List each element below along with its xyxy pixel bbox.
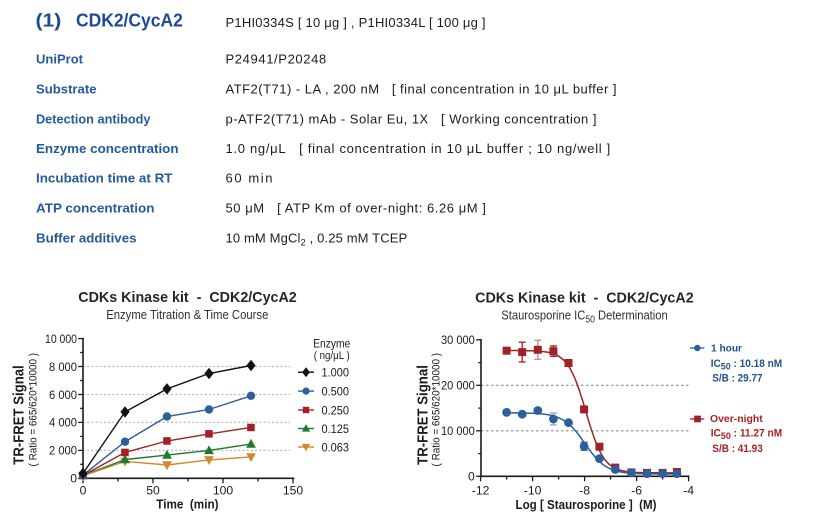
- svg-text:Enzyme: Enzyme: [313, 337, 350, 351]
- svg-text:( ng/μL ): ( ng/μL ): [314, 350, 350, 362]
- svg-text:-4: -4: [683, 484, 694, 498]
- svg-text:p-ATF2(T71) mAb - Solar Eu, 1X: p-ATF2(T71) mAb - Solar Eu, 1X [ Working…: [226, 112, 597, 127]
- svg-text:-8: -8: [579, 484, 590, 498]
- svg-text:Over-night: Over-night: [710, 414, 763, 425]
- svg-text:0.250: 0.250: [322, 403, 350, 417]
- svg-text:TR-FRET Signal: TR-FRET Signal: [10, 365, 27, 464]
- svg-text:ATP concentration: ATP concentration: [36, 201, 155, 216]
- svg-text:0.125: 0.125: [322, 422, 350, 436]
- svg-text:6 000: 6 000: [49, 388, 77, 402]
- svg-text:Substrate: Substrate: [36, 82, 97, 97]
- svg-text:Staurosporine IC50 Determinati: Staurosporine IC50 Determination: [501, 308, 668, 326]
- svg-text:10 000: 10 000: [441, 424, 475, 438]
- svg-text:ATF2(T71) - LA , 200 nM [ fi: ATF2(T71) - LA , 200 nM [ final concentr…: [226, 82, 617, 97]
- svg-text:IC50 : 10.18 nM: IC50 : 10.18 nM: [711, 358, 783, 373]
- svg-text:Incubation time at RT: Incubation time at RT: [36, 171, 173, 186]
- svg-text:P1HI0334S [ 10 μg ] , P1HI0334: P1HI0334S [ 10 μg ] , P1HI0334L [ 100 μg…: [226, 15, 486, 30]
- svg-text:60 min: 60 min: [226, 171, 273, 186]
- svg-text:10 000: 10 000: [45, 332, 77, 346]
- svg-text:100: 100: [213, 484, 234, 498]
- svg-text:1.0 ng/μL [ final concentrat: 1.0 ng/μL [ final concentration in 10 μL…: [226, 141, 611, 156]
- svg-text:8 000: 8 000: [49, 360, 77, 374]
- svg-text:Detection antibody: Detection antibody: [36, 112, 151, 127]
- svg-text:Time (min): Time (min): [156, 497, 218, 512]
- svg-text:50 μM [ ATP Km of over-night: 50 μM [ ATP Km of over-night: 6.26 μM ]: [226, 201, 486, 216]
- svg-text:0: 0: [70, 472, 77, 486]
- svg-text:Enzyme concentration: Enzyme concentration: [36, 141, 179, 156]
- svg-text:1.000: 1.000: [322, 366, 350, 380]
- svg-text:P24941/P20248: P24941/P20248: [226, 52, 327, 67]
- svg-text:2 000: 2 000: [49, 444, 77, 458]
- svg-text:10 mM MgCl2 , 0.25 mM TCEP: 10 mM MgCl2 , 0.25 mM TCEP: [226, 231, 408, 249]
- svg-text:0.500: 0.500: [322, 385, 350, 399]
- svg-text:S/B : 29.77: S/B : 29.77: [712, 372, 762, 384]
- svg-text:( Ratio = 665/620*10000 ): ( Ratio = 665/620*10000 ): [430, 353, 442, 467]
- svg-text:Buffer additives: Buffer additives: [36, 231, 137, 246]
- svg-text:CDKs Kinase kit - CDK2/CycA2: CDKs Kinase kit - CDK2/CycA2: [78, 289, 297, 306]
- svg-text:(1): (1): [36, 9, 62, 30]
- svg-text:-10: -10: [524, 484, 542, 498]
- svg-text:0: 0: [468, 470, 475, 484]
- svg-text:Log [ Staurosporine ] (M): Log [ Staurosporine ] (M): [516, 497, 657, 512]
- svg-text:0: 0: [80, 484, 87, 498]
- svg-text:IC50 : 11.27 nM: IC50 : 11.27 nM: [711, 428, 783, 443]
- svg-text:CDK2/CycA2: CDK2/CycA2: [76, 9, 183, 30]
- svg-text:1 hour: 1 hour: [711, 343, 742, 354]
- svg-text:TR-FRET Signal: TR-FRET Signal: [414, 365, 431, 465]
- svg-text:( Ratio = 665/620*10000 ): ( Ratio = 665/620*10000 ): [28, 353, 40, 467]
- svg-text:50: 50: [146, 484, 160, 498]
- svg-text:30 000: 30 000: [441, 333, 475, 347]
- svg-text:0.063: 0.063: [322, 440, 350, 454]
- svg-text:150: 150: [283, 484, 304, 498]
- svg-text:UniProt: UniProt: [36, 52, 84, 67]
- svg-text:CDKs Kinase kit - CDK2/CycA2: CDKs Kinase kit - CDK2/CycA2: [475, 290, 694, 307]
- svg-text:20 000: 20 000: [441, 379, 475, 393]
- svg-text:Enzyme Titration & Time Course: Enzyme Titration & Time Course: [106, 307, 268, 322]
- svg-text:S/B : 41.93: S/B : 41.93: [712, 443, 763, 455]
- svg-text:-6: -6: [631, 484, 642, 498]
- svg-text:4 000: 4 000: [49, 416, 77, 430]
- svg-text:-12: -12: [472, 484, 490, 498]
